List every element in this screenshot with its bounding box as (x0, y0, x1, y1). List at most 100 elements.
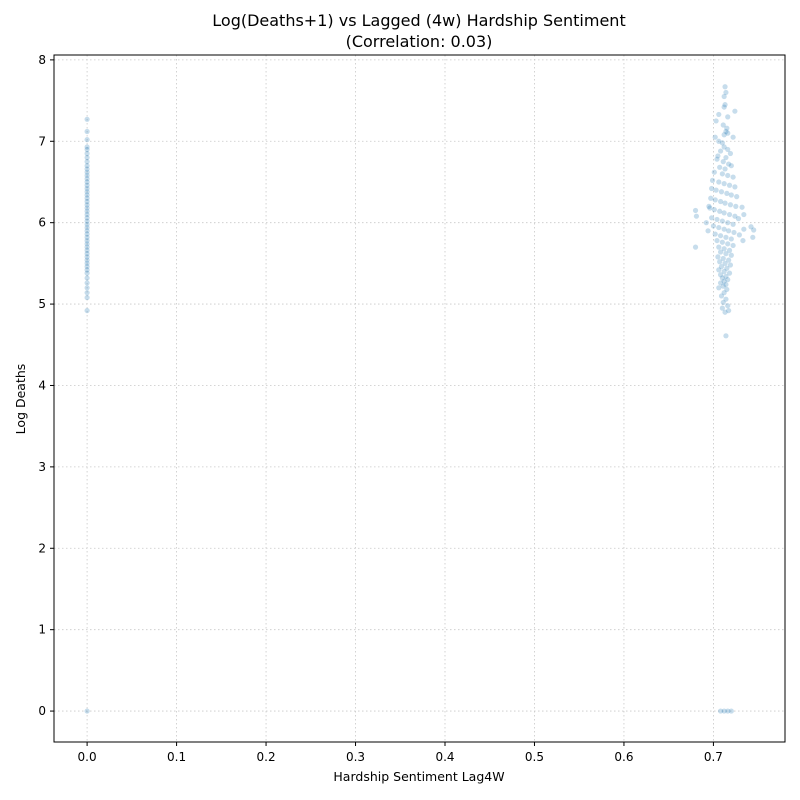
scatter-point (84, 137, 90, 143)
scatter-point (721, 181, 727, 187)
scatter-point (726, 307, 732, 314)
scatter-point (719, 171, 725, 177)
scatter-point (84, 159, 90, 165)
scatter-point (741, 211, 747, 218)
scatter-point (84, 182, 90, 188)
x-tick-label: 0.6 (614, 750, 633, 764)
scatter-point (84, 215, 90, 221)
scatter-point (717, 272, 724, 278)
scatter-point (84, 224, 90, 231)
scatter-point (717, 259, 723, 265)
y-tick-label: 7 (38, 134, 46, 148)
scatter-point (84, 189, 90, 195)
scatter-point (727, 150, 734, 157)
scatter-point (733, 203, 739, 210)
scatter-point (724, 125, 730, 131)
x-tick-label: 0.0 (78, 750, 97, 764)
y-tick-label: 4 (38, 378, 46, 392)
scatter-point (84, 294, 90, 301)
scatter-point (84, 257, 90, 263)
y-tick-label: 1 (38, 623, 46, 637)
scatter-point (718, 293, 725, 299)
scatter-point (725, 114, 731, 120)
scatter-point (717, 164, 723, 170)
scatter-point (723, 234, 729, 240)
scatter-point (717, 233, 724, 239)
scatter-point (723, 128, 729, 135)
scatter-point (728, 163, 734, 169)
scatter-point (721, 132, 727, 138)
scatter-point (84, 285, 90, 291)
scatter-point (721, 708, 727, 714)
x-tick-label: 0.7 (704, 750, 723, 764)
scatter-point (711, 169, 717, 175)
scatter-point (721, 144, 727, 150)
x-axis-ticks: 0.0 0.1 0.2 0.3 0.4 0.5 0.6 0.7 (78, 742, 723, 764)
scatter-point (84, 241, 90, 247)
scatter-point (721, 268, 727, 275)
scatter-point (717, 708, 724, 714)
scatter-point (715, 153, 721, 159)
scatter-point (735, 216, 742, 222)
scatter-point (726, 161, 732, 167)
scatter-point (722, 102, 728, 108)
scatter-point (709, 215, 715, 221)
scatter-point (84, 254, 90, 260)
scatter-point (725, 708, 731, 714)
scatter-point (84, 116, 90, 122)
scatter-point (726, 228, 732, 234)
scatter-point (728, 252, 734, 258)
scatter-point (712, 231, 718, 237)
scatter-point (727, 262, 734, 268)
scatter-point (730, 174, 736, 180)
scatter-point (84, 192, 90, 198)
scatter-point (714, 156, 720, 162)
scatter-point (713, 118, 719, 124)
scatter-point (748, 224, 754, 230)
scatter-point (84, 247, 90, 253)
scatter-point (715, 254, 721, 260)
x-tick-label: 0.3 (346, 750, 365, 764)
scatter-point (84, 275, 90, 281)
scatter-point (716, 244, 722, 250)
y-tick-label: 8 (38, 53, 46, 67)
scatter-point (720, 283, 726, 289)
scatter-point (721, 93, 727, 100)
scatter-point (722, 166, 728, 172)
scatter-point (724, 190, 730, 196)
scatter-point (84, 128, 90, 135)
scatter-point (714, 216, 720, 223)
scatter-point (722, 84, 728, 90)
scatter-point (84, 176, 90, 182)
scatter-point (723, 273, 729, 280)
scatter-point (84, 163, 90, 169)
x-tick-label: 0.4 (435, 750, 454, 764)
scatter-point (725, 130, 731, 136)
scatter-point (739, 204, 745, 210)
scatter-point (84, 166, 90, 172)
scatter-point (723, 89, 729, 96)
chart-title: Log(Deaths+1) vs Lagged (4w) Hardship Se… (212, 11, 625, 30)
scatter-point (732, 213, 738, 219)
scatter-point (84, 267, 90, 273)
scatter-point (732, 184, 738, 190)
scatter-point (692, 207, 699, 214)
scatter-point (84, 205, 90, 211)
scatter-point (84, 172, 90, 179)
scatter-point (84, 228, 90, 234)
scatter-point (707, 205, 713, 211)
scatter-point (740, 237, 746, 244)
scatter-point (721, 278, 727, 284)
scatter-point (722, 309, 728, 315)
scatter-point (719, 305, 725, 311)
scatter-point (716, 224, 722, 231)
scatter-point (84, 169, 90, 175)
scatter-point (721, 104, 727, 110)
scatter-point (719, 140, 725, 146)
scatter-point (84, 208, 90, 214)
axes (53, 54, 786, 743)
scatter-point (727, 202, 734, 208)
scatter-point (718, 264, 725, 270)
y-tick-label: 3 (38, 460, 46, 474)
